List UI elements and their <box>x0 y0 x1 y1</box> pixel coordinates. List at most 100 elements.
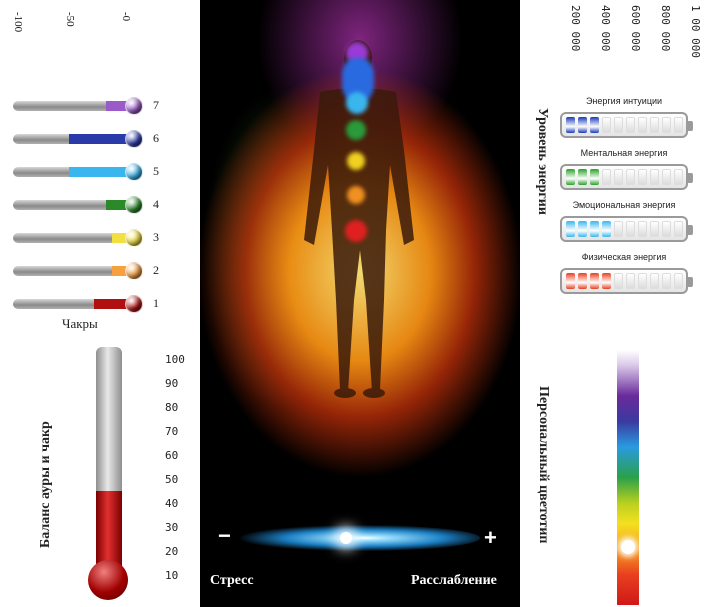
battery-cell-empty <box>662 117 671 133</box>
battery-cell-empty <box>602 169 611 185</box>
chakra-track <box>13 101 137 111</box>
chakra-level-fill <box>69 134 137 144</box>
chakra-level-fill <box>112 266 137 276</box>
relax-plus-icon: + <box>484 525 497 550</box>
battery-cell-empty <box>614 169 623 185</box>
energy-scale-tick-800000: 800 000 <box>659 5 672 52</box>
battery-cell-empty <box>674 169 683 185</box>
battery-cell-empty <box>626 273 635 289</box>
battery-cell-empty <box>602 117 611 133</box>
battery-cell-filled <box>590 221 599 237</box>
chakra-knob[interactable] <box>125 97 143 115</box>
chakra-track <box>13 299 137 309</box>
stress-label: Стресс <box>210 573 254 588</box>
battery-cell-filled <box>566 117 575 133</box>
chakra-scale-tick-100: -100 <box>12 12 24 33</box>
chakra-row-3: 3 <box>13 229 163 247</box>
energy-item-label: Ментальная энергия <box>580 148 668 158</box>
chakra-knob[interactable] <box>125 130 143 148</box>
chakra-number: 1 <box>153 296 159 310</box>
balance-scale-tick: 10 <box>165 569 179 582</box>
battery-cell-empty <box>626 169 635 185</box>
battery-cell-filled <box>602 221 611 237</box>
battery-cell-filled <box>590 117 599 133</box>
stress-slider-track[interactable] <box>240 525 480 551</box>
balance-scale-tick: 50 <box>165 473 179 486</box>
balance-thermometer-bulb <box>88 560 128 600</box>
chakra-number: 6 <box>153 131 159 145</box>
battery-cell-empty <box>626 221 635 237</box>
balance-scale-tick: 100 <box>165 353 185 366</box>
chakra-knob[interactable] <box>125 196 143 214</box>
chakra-row-6: 6 <box>13 130 163 148</box>
chakra-scale-tick-0: -0 <box>120 12 132 22</box>
energy-battery <box>560 268 693 294</box>
energy-scale-tick-400000: 400 000 <box>599 5 612 52</box>
chakra-level-fill <box>94 299 137 309</box>
chakra-knob[interactable] <box>125 295 143 313</box>
battery-cell-empty <box>650 169 659 185</box>
energy-scale-tick-1000000: 1 00 000 <box>689 5 702 58</box>
battery-cell-filled <box>590 273 599 289</box>
chakra-track <box>13 266 137 276</box>
battery-cell-empty <box>638 169 647 185</box>
aura-chakra-throat <box>346 92 368 114</box>
battery-cell-filled <box>578 169 587 185</box>
energy-item-label: Физическая энергия <box>581 252 667 262</box>
personal-colortype-handle[interactable] <box>621 540 635 554</box>
balance-scale-tick: 60 <box>165 449 179 462</box>
chakra-knob[interactable] <box>125 262 143 280</box>
balance-scale-tick: 30 <box>165 521 179 534</box>
chakra-number: 7 <box>153 98 159 112</box>
chakras-title: Чакры <box>62 316 98 331</box>
battery-cell-empty <box>650 273 659 289</box>
chakra-row-2: 2 <box>13 262 163 280</box>
chakra-number: 4 <box>153 197 159 211</box>
stress-slider-handle[interactable] <box>340 532 352 544</box>
chakra-number: 3 <box>153 230 159 244</box>
chakra-row-5: 5 <box>13 163 163 181</box>
battery-cell-empty <box>650 221 659 237</box>
chakra-level-fill <box>106 200 137 210</box>
chakra-track <box>13 233 137 243</box>
chakra-row-4: 4 <box>13 196 163 214</box>
chakra-number: 5 <box>153 164 159 178</box>
aura-chakra-root <box>345 220 367 242</box>
relax-label: Расслабление <box>411 573 497 588</box>
balance-thermometer-fill <box>96 491 122 567</box>
chakra-level-fill <box>106 101 137 111</box>
battery-cell-empty <box>614 273 623 289</box>
battery-cell-filled <box>566 273 575 289</box>
stress-minus-icon: − <box>218 523 231 548</box>
battery-cell-empty <box>638 273 647 289</box>
aura-chakra-sacral <box>347 186 365 204</box>
aura-chakra-solar <box>347 152 365 170</box>
aura-panel <box>200 0 520 607</box>
chakra-level-fill <box>69 167 137 177</box>
balance-scale-tick: 20 <box>165 545 179 558</box>
battery-cell-filled <box>566 169 575 185</box>
energy-battery <box>560 112 693 138</box>
battery-cell-empty <box>614 117 623 133</box>
battery-cell-empty <box>626 117 635 133</box>
chakra-knob[interactable] <box>125 229 143 247</box>
battery-cell-empty <box>650 117 659 133</box>
battery-cell-empty <box>638 221 647 237</box>
balance-scale-tick: 90 <box>165 377 179 390</box>
balance-scale-tick: 40 <box>165 497 179 510</box>
balance-scale-tick: 70 <box>165 425 179 438</box>
battery-cell-empty <box>662 169 671 185</box>
battery-cell-empty <box>674 221 683 237</box>
balance-scale-tick: 80 <box>165 401 179 414</box>
chakra-row-1: 1 <box>13 295 163 313</box>
chakra-knob[interactable] <box>125 163 143 181</box>
battery-cell-empty <box>662 273 671 289</box>
battery-cell-empty <box>674 273 683 289</box>
battery-cell-filled <box>578 117 587 133</box>
energy-item-label: Энергия интуиции <box>585 96 663 106</box>
chakra-scale-tick-50: -50 <box>64 12 76 27</box>
battery-cell-empty <box>674 117 683 133</box>
battery-cell-empty <box>614 221 623 237</box>
personal-colortype-spectrum[interactable] <box>617 350 639 605</box>
battery-cell-empty <box>638 117 647 133</box>
